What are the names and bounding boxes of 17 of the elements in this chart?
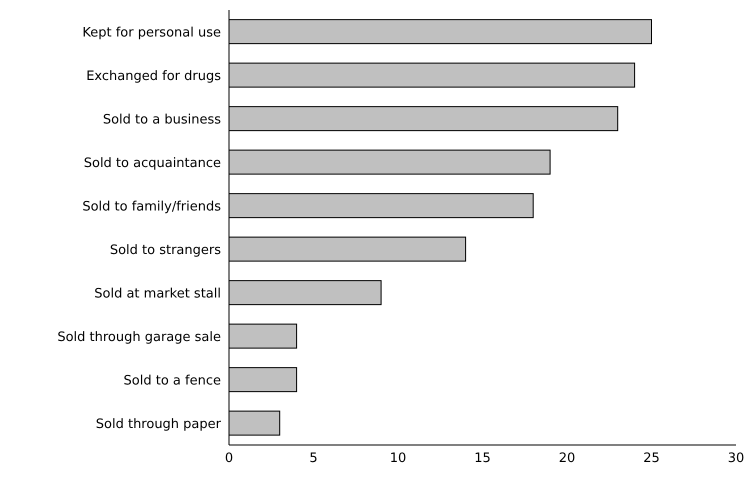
y-tick-label: Sold to a business (102, 112, 222, 128)
x-tick-label: 0 (224, 451, 234, 466)
y-tick-label: Sold through paper (96, 416, 222, 432)
y-tick-label: Sold to acquaintance (84, 156, 221, 171)
x-tick-label: 25 (643, 451, 660, 466)
y-tick-label: Sold at market stall (94, 286, 221, 302)
y-tick-label: Exchanged for drugs (86, 68, 222, 84)
y-tick-label: Sold to family/friends (82, 199, 222, 214)
x-tick-label: 10 (390, 451, 406, 466)
y-tick-label: Sold to a fence (124, 373, 221, 388)
y-tick-label: Sold through garage sale (57, 330, 221, 345)
y-tick-label: Kept for personal use (82, 25, 221, 40)
y-tick-label: Sold to strangers (110, 242, 222, 258)
x-tick-label: 5 (309, 451, 318, 466)
x-tick-label: 15 (474, 451, 491, 466)
x-tick-label: 20 (558, 451, 576, 466)
x-tick-label: 30 (728, 451, 744, 466)
